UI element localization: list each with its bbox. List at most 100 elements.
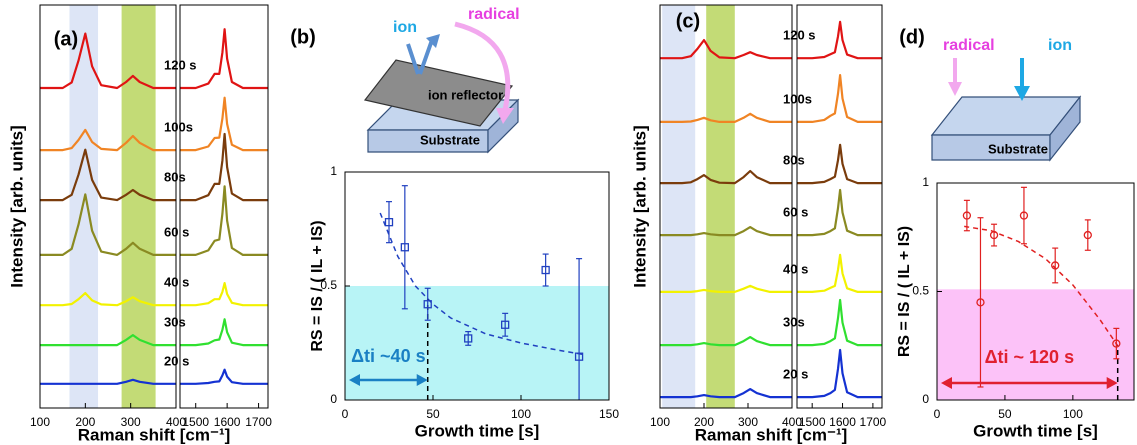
x-tick-label: 50 [426, 407, 440, 421]
radical-arrowhead [496, 108, 514, 124]
ion-arrowhead [1014, 86, 1030, 101]
plot-frame [39, 4, 177, 409]
spectrum [660, 112, 792, 123]
panel-label: (a) [54, 28, 78, 50]
spectrum [180, 96, 268, 152]
series-label: 20 s [783, 367, 808, 382]
x-tick-label: 1500 [799, 415, 826, 429]
x-tick-label: 1500 [182, 415, 209, 429]
x-axis-label: Raman shift [cm⁻¹] [695, 425, 848, 444]
spectrum [660, 284, 792, 293]
x-tick-label: 200 [75, 415, 95, 429]
x-tick-label: 0 [342, 407, 349, 421]
x-tick-label: 400 [782, 415, 802, 429]
region [345, 286, 609, 400]
point [501, 320, 510, 329]
spectrum [660, 226, 792, 237]
y-tick-label: 0.5 [912, 284, 929, 298]
plot-frame [659, 4, 793, 409]
schematic-label: ion [393, 19, 417, 36]
schematic-label: ion [1048, 37, 1072, 54]
y-axis-label: RS = IS / ( IL + IS) [309, 220, 326, 351]
spectrum [660, 388, 792, 399]
spectrum [180, 28, 268, 90]
spectrum [797, 348, 882, 399]
spectrum [660, 336, 792, 347]
point [1083, 230, 1092, 240]
spectrum [180, 282, 268, 307]
point [1112, 339, 1121, 348]
point [1019, 211, 1029, 220]
y-axis-label: Intensity [arb. units] [630, 125, 649, 287]
x-tick-label: 1700 [860, 415, 887, 429]
point [574, 352, 584, 361]
spectrum [180, 318, 268, 347]
y-tick-label: 0.5 [320, 278, 337, 292]
series-label: 120 s [164, 57, 197, 72]
schematic-label: radical [943, 37, 995, 54]
band [121, 5, 156, 408]
x-tick-label: 50 [998, 407, 1012, 421]
series-label: 80s [783, 153, 805, 168]
ion-reflector [363, 59, 514, 127]
point [423, 300, 432, 309]
arrowhead [941, 377, 952, 389]
series-label: 30s [783, 315, 805, 330]
fit-line [964, 225, 1119, 347]
x-tick-label: 300 [121, 415, 141, 429]
panel-label: (d) [899, 26, 925, 48]
region [937, 289, 1134, 400]
x-tick-label: 150 [599, 407, 619, 421]
schematic-b [363, 21, 520, 154]
point [384, 218, 394, 227]
annotation: Δti ~40 s [351, 346, 425, 366]
point [1051, 261, 1060, 270]
x-tick-label: 400 [166, 415, 186, 429]
series-label: 100s [164, 120, 193, 135]
point [464, 334, 473, 343]
plot-frame [796, 4, 883, 409]
x-tick-label: 0 [934, 407, 941, 421]
y-tick-label: 0 [922, 392, 929, 406]
y-tick-label: 1 [330, 164, 337, 178]
spectrum [797, 143, 882, 185]
arrowhead [1106, 377, 1118, 389]
point [989, 230, 999, 240]
x-axis-label: Raman shift [cm⁻¹] [78, 425, 231, 444]
spectrum [40, 148, 176, 202]
spectrum [797, 74, 882, 123]
x-tick-label: 300 [738, 415, 758, 429]
x-axis-label: Growth time [s] [415, 421, 540, 440]
series-label: 40 s [783, 261, 808, 276]
radical-arrow [454, 21, 511, 111]
annotation: Δti ~ 120 s [985, 347, 1075, 367]
x-tick-label: 1700 [245, 415, 272, 429]
y-axis-label: RS = IS / ( IL + IS) [896, 226, 913, 357]
y-axis-label: Intensity [arb. units] [7, 125, 26, 287]
spectrum [40, 378, 176, 385]
schematic-label: ion reflector [428, 87, 503, 102]
x-tick-label: 100 [511, 407, 531, 421]
spectrum [40, 193, 176, 256]
series-label: 80s [164, 169, 186, 184]
series-label: 20 s [164, 353, 189, 368]
series-label: 60 s [164, 224, 189, 239]
spectrum [40, 292, 176, 307]
schematic-label: Substrate [988, 141, 1048, 156]
x-tick-label: 1600 [829, 415, 856, 429]
series-label: 30s [164, 315, 186, 330]
x-tick-label: 200 [694, 415, 714, 429]
spectrum [40, 128, 176, 152]
arrowhead [349, 374, 360, 386]
x-tick-label: 100 [30, 415, 50, 429]
y-tick-label: 0 [330, 392, 337, 406]
spectrum [797, 188, 882, 237]
spectrum [180, 132, 268, 202]
series-label: 100s [783, 91, 812, 106]
spectrum [180, 368, 268, 385]
series-label: 120 s [783, 28, 816, 43]
spectrum [660, 39, 792, 60]
panel-label: (c) [676, 10, 700, 32]
series-label: 40 s [164, 275, 189, 290]
